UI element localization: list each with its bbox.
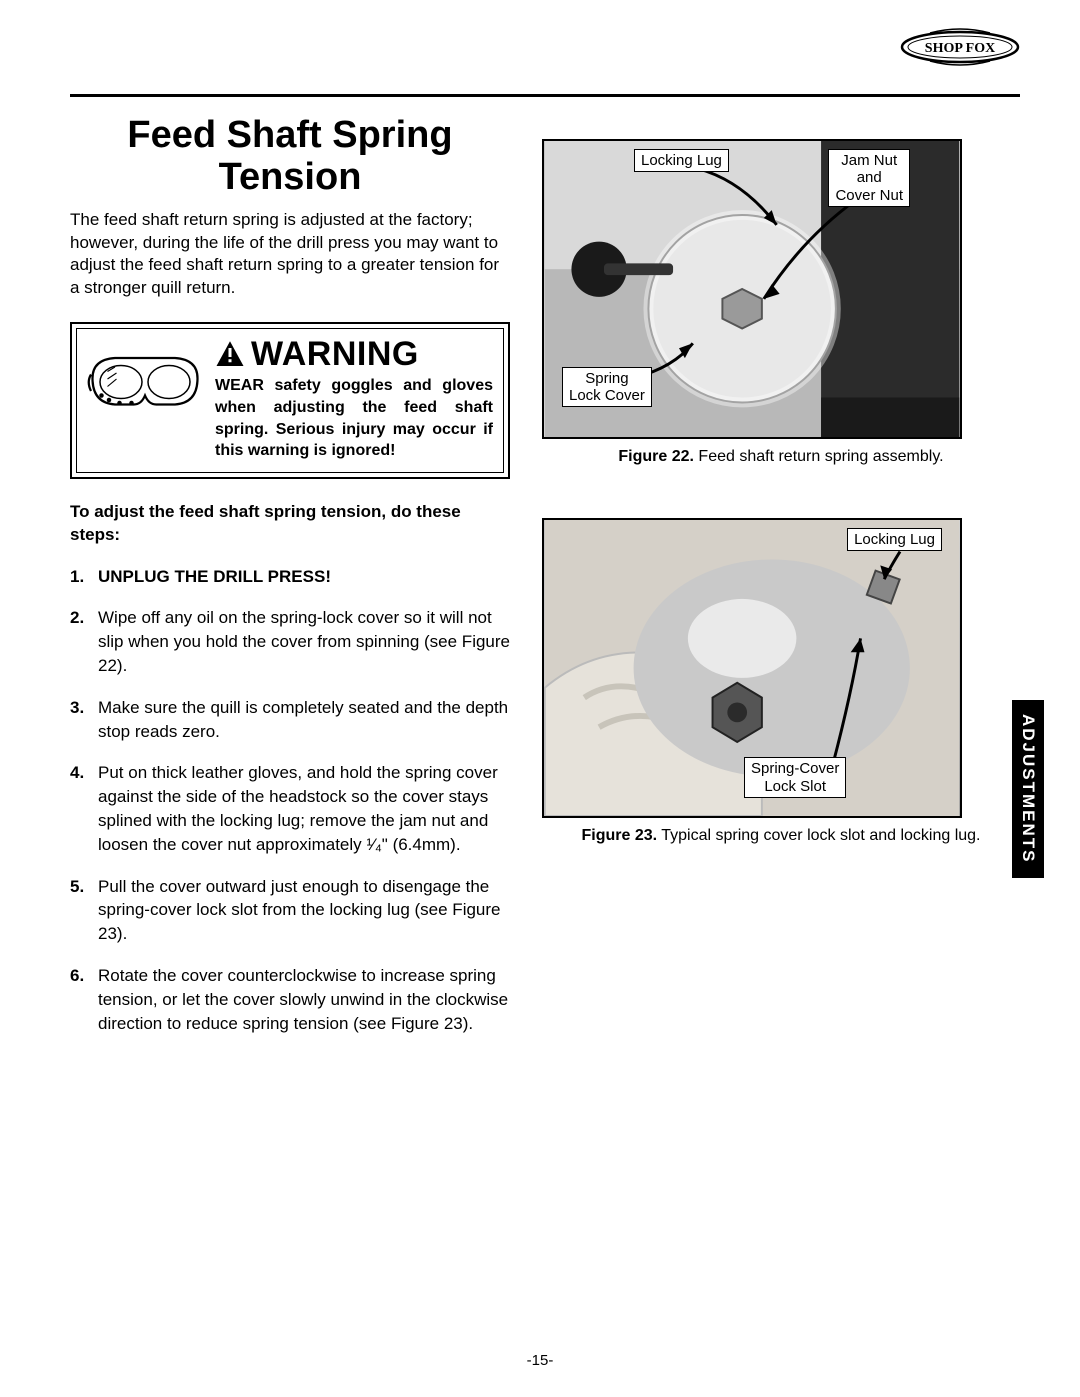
callout-locking-lug: Locking Lug (634, 149, 729, 172)
page-title: Feed Shaft Spring Tension (70, 115, 510, 199)
goggles-icon (85, 337, 205, 427)
section-tab: ADJUSTMENTS (1012, 700, 1044, 878)
manual-page: SHOP FOX Feed Shaft Spring Tension The f… (0, 0, 1080, 1397)
step-6: Rotate the cover counterclockwise to inc… (70, 964, 510, 1035)
step-3: Make sure the quill is completely seated… (70, 696, 510, 744)
figure-22: Locking Lug Jam Nut and Cover Nut Spring… (542, 115, 1020, 468)
left-column: Feed Shaft Spring Tension The feed shaft… (70, 115, 510, 1053)
warning-box: WARNING WEAR safety goggles and gloves w… (70, 322, 510, 478)
brand-logo: SHOP FOX (900, 28, 1020, 66)
title-line-1: Feed Shaft Spring (127, 114, 452, 156)
figure-22-caption: Figure 22. Feed shaft return spring asse… (542, 447, 1020, 468)
figure-23-caption: Figure 23. Typical spring cover lock slo… (542, 826, 1020, 847)
callout-locking-lug-2: Locking Lug (847, 528, 942, 551)
right-column: Locking Lug Jam Nut and Cover Nut Spring… (542, 115, 1020, 1053)
step-5: Pull the cover outward just enough to di… (70, 875, 510, 946)
steps-intro: To adjust the feed shaft spring tension,… (70, 501, 510, 547)
step-2: Wipe off any oil on the spring-lock cove… (70, 606, 510, 677)
figure-22-image: Locking Lug Jam Nut and Cover Nut Spring… (542, 139, 962, 439)
figure-23-image: Locking Lug Spring-Cover Lock Slot (542, 518, 962, 818)
callout-jam-nut: Jam Nut and Cover Nut (828, 149, 910, 207)
warning-title: WARNING (215, 337, 493, 371)
step-4: Put on thick leather gloves, and hold th… (70, 761, 510, 856)
callout-spring-lock-cover: Spring Lock Cover (562, 367, 652, 408)
callout-spring-cover-slot: Spring-Cover Lock Slot (744, 757, 846, 798)
page-number: -15- (0, 1352, 1080, 1369)
title-line-2: Tension (219, 156, 362, 198)
intro-paragraph: The feed shaft return spring is adjusted… (70, 209, 510, 301)
warning-title-text: WARNING (251, 337, 419, 371)
svg-text:SHOP FOX: SHOP FOX (925, 41, 995, 56)
warning-triangle-icon (215, 339, 245, 369)
header-rule (70, 94, 1020, 97)
warning-body: WEAR safety goggles and gloves when adju… (215, 375, 493, 461)
figure-23: Locking Lug Spring-Cover Lock Slot Figur… (542, 494, 1020, 847)
step-1: UNPLUG THE DRILL PRESS! (70, 565, 510, 589)
steps-list: UNPLUG THE DRILL PRESS! Wipe off any oil… (70, 565, 510, 1036)
